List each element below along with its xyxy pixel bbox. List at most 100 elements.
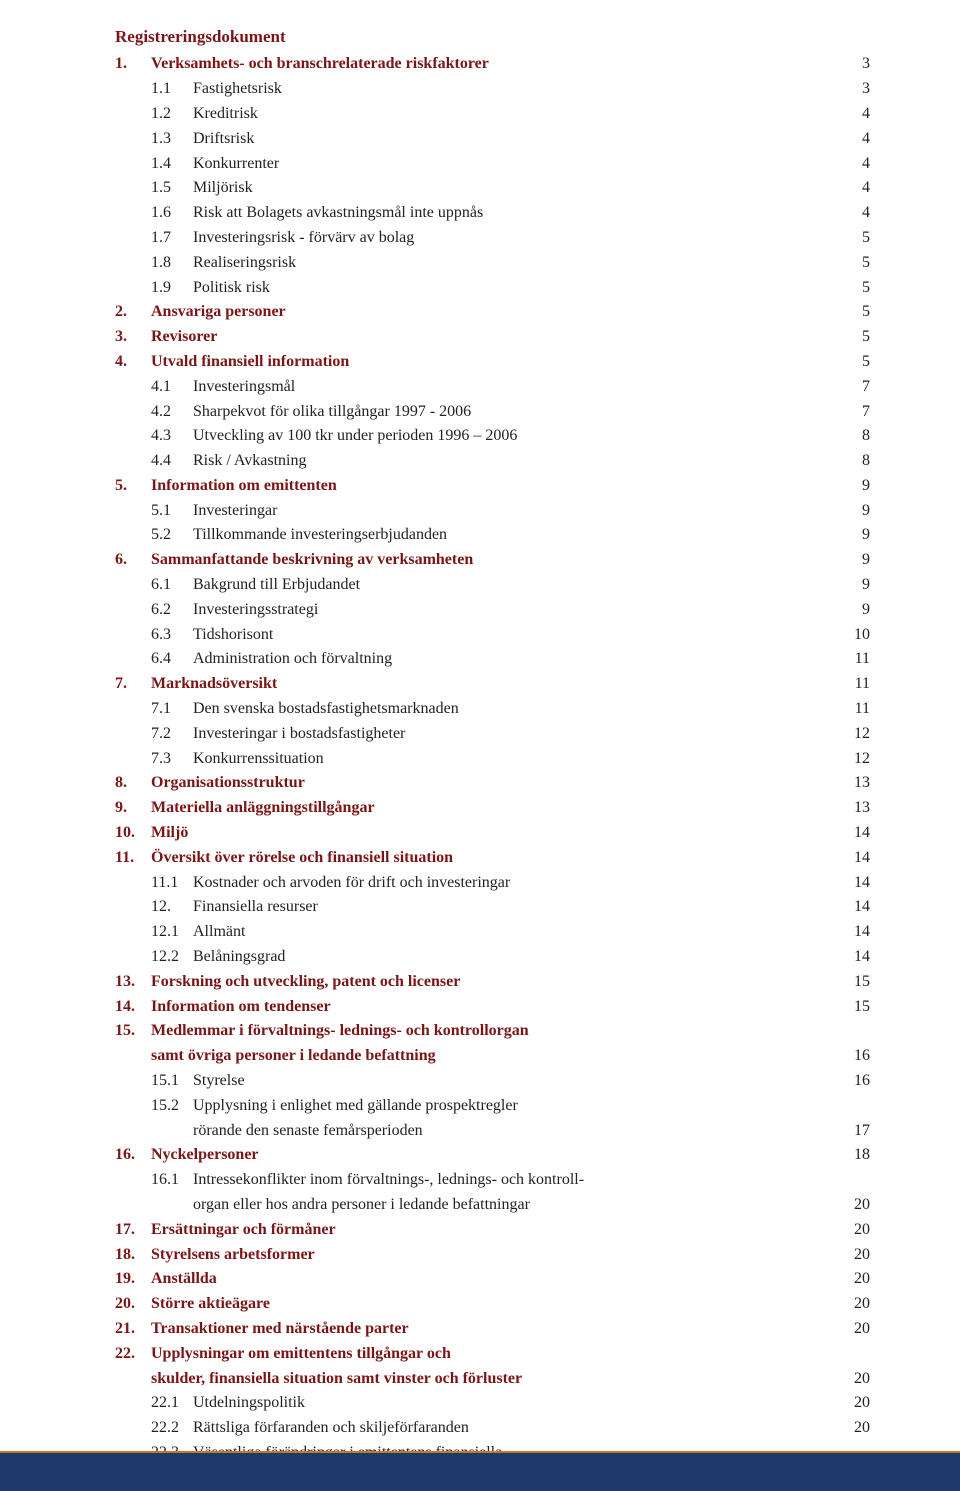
toc-page-number: 16 (838, 1069, 870, 1094)
toc-row: skulder, finansiella situation samt vins… (115, 1367, 870, 1392)
toc-subsection-number: 16.1 (151, 1168, 193, 1193)
toc-entry-title: Miljö (151, 821, 838, 846)
toc-row: 4.2Sharpekvot för olika tillgångar 1997 … (115, 400, 870, 425)
toc-entry-title: skulder, finansiella situation samt vins… (151, 1367, 838, 1392)
toc-section-number: 4. (115, 350, 151, 375)
toc-row: 3.Revisorer5 (115, 325, 870, 350)
toc-subsection-number: 6.4 (151, 647, 193, 672)
toc-section-number: 1. (115, 52, 151, 77)
toc-page-number: 5 (838, 300, 870, 325)
toc-row: 5.Information om emittenten9 (115, 474, 870, 499)
toc-row: 16.Nyckelpersoner18 (115, 1143, 870, 1168)
toc-section-number: 2. (115, 300, 151, 325)
toc-row: 8.Organisationsstruktur13 (115, 771, 870, 796)
toc-subsection-number: 5.2 (151, 523, 193, 548)
toc-entry-title: Belåningsgrad (193, 945, 838, 970)
toc-entry-title: Investeringsrisk - förvärv av bolag (193, 226, 838, 251)
toc-page-number: 5 (838, 276, 870, 301)
toc-page-number: 14 (838, 871, 870, 896)
toc-page-number: 5 (838, 251, 870, 276)
toc-subsection-number: 1.4 (151, 152, 193, 177)
toc-section-number: 20. (115, 1292, 151, 1317)
toc-entry-title: Sharpekvot för olika tillgångar 1997 - 2… (193, 400, 838, 425)
toc-row: 11.1Kostnader och arvoden för drift och … (115, 871, 870, 896)
toc-section-number: 8. (115, 771, 151, 796)
toc-entry-title: Information om tendenser (151, 995, 838, 1020)
toc-row: 20.Större aktieägare20 (115, 1292, 870, 1317)
toc-page-number: 4 (838, 176, 870, 201)
toc-page-number: 9 (838, 548, 870, 573)
toc-section-number: 14. (115, 995, 151, 1020)
toc-section-number: 17. (115, 1218, 151, 1243)
toc-subsection-number: 7.3 (151, 747, 193, 772)
toc-page-number: 14 (838, 821, 870, 846)
toc-subsection-number: 1.7 (151, 226, 193, 251)
toc-row: 12.Finansiella resurser14 (115, 895, 870, 920)
toc-page-number: 9 (838, 523, 870, 548)
toc-entry-title: Investeringsmål (193, 375, 838, 400)
toc-section-number: 6. (115, 548, 151, 573)
toc-entry-title: Transaktioner med närstående parter (151, 1317, 838, 1342)
toc-entry-title: Utdelningspolitik (193, 1391, 838, 1416)
toc-entry-title: Verksamhets- och branschrelaterade riskf… (151, 52, 838, 77)
document-page: Registreringsdokument 1.Verksamhets- och… (0, 0, 960, 1491)
toc-row: 6.4Administration och förvaltning11 (115, 647, 870, 672)
toc-page-number: 12 (838, 747, 870, 772)
toc-page-number: 3 (838, 77, 870, 102)
toc-entry-title: samt övriga personer i ledande befattnin… (151, 1044, 838, 1069)
toc-subsection-number: 11.1 (151, 871, 193, 896)
toc-section-number: 15. (115, 1019, 151, 1044)
toc-row: 7.1Den svenska bostadsfastighetsmarknade… (115, 697, 870, 722)
toc-section-number: 13. (115, 970, 151, 995)
toc-row: 5.2Tillkommande investeringserbjudanden9 (115, 523, 870, 548)
toc-page-number: 4 (838, 201, 870, 226)
toc-section-number: 9. (115, 796, 151, 821)
toc-entry-title: Ersättningar och förmåner (151, 1218, 838, 1243)
toc-subsection-number: 12.1 (151, 920, 193, 945)
toc-page-number: 9 (838, 573, 870, 598)
toc-subsection-number: 22.1 (151, 1391, 193, 1416)
toc-entry-title: Styrelse (193, 1069, 838, 1094)
toc-page-number: 5 (838, 350, 870, 375)
toc-entry-title: Forskning och utveckling, patent och lic… (151, 970, 838, 995)
toc-entry-title: Nyckelpersoner (151, 1143, 838, 1168)
toc-row: 1.2Kreditrisk4 (115, 102, 870, 127)
toc-entry-title: Finansiella resurser (193, 895, 838, 920)
toc-subsection-number: 1.5 (151, 176, 193, 201)
toc-row: 10.Miljö14 (115, 821, 870, 846)
toc-entry-title: Rättsliga förfaranden och skiljeförfaran… (193, 1416, 838, 1441)
toc-page-number: 15 (838, 995, 870, 1020)
toc-entry-title: Fastighetsrisk (193, 77, 838, 102)
toc-row: 18.Styrelsens arbetsformer20 (115, 1243, 870, 1268)
toc-subsection-number: 22.2 (151, 1416, 193, 1441)
toc-row: 4.4Risk / Avkastning8 (115, 449, 870, 474)
toc-entry-title: Risk att Bolagets avkastningsmål inte up… (193, 201, 838, 226)
toc-subsection-number: 7.1 (151, 697, 193, 722)
toc-page-number: 3 (838, 52, 870, 77)
toc-page-number: 14 (838, 846, 870, 871)
toc-entry-title: Information om emittenten (151, 474, 838, 499)
toc-entry-title: Kostnader och arvoden för drift och inve… (193, 871, 838, 896)
toc-row: 15.2Upplysning i enlighet med gällande p… (115, 1094, 870, 1119)
toc-entry-title: Marknadsöversikt (151, 672, 838, 697)
toc-entry-title: Upplysningar om emittentens tillgångar o… (151, 1342, 838, 1367)
toc-page-number: 7 (838, 375, 870, 400)
toc-row: 13.Forskning och utveckling, patent och … (115, 970, 870, 995)
document-title: Registreringsdokument (115, 24, 870, 50)
toc-row: 7.2Investeringar i bostadsfastigheter12 (115, 722, 870, 747)
toc-entry-title: Politisk risk (193, 276, 838, 301)
toc-page-number: 4 (838, 127, 870, 152)
toc-page-number: 4 (838, 152, 870, 177)
toc-row: 22.1Utdelningspolitik20 (115, 1391, 870, 1416)
toc-section-number: 18. (115, 1243, 151, 1268)
toc-row: 22.Upplysningar om emittentens tillgånga… (115, 1342, 870, 1367)
toc-subsection-number: 4.2 (151, 400, 193, 425)
toc-entry-title: organ eller hos andra personer i ledande… (193, 1193, 838, 1218)
toc-section-number: 21. (115, 1317, 151, 1342)
toc-row: 6.1Bakgrund till Erbjudandet9 (115, 573, 870, 598)
toc-subsection-number: 1.6 (151, 201, 193, 226)
toc-entry-title: Kreditrisk (193, 102, 838, 127)
toc-page-number: 7 (838, 400, 870, 425)
toc-row: 15.Medlemmar i förvaltnings- lednings- o… (115, 1019, 870, 1044)
toc-subsection-number: 15.1 (151, 1069, 193, 1094)
